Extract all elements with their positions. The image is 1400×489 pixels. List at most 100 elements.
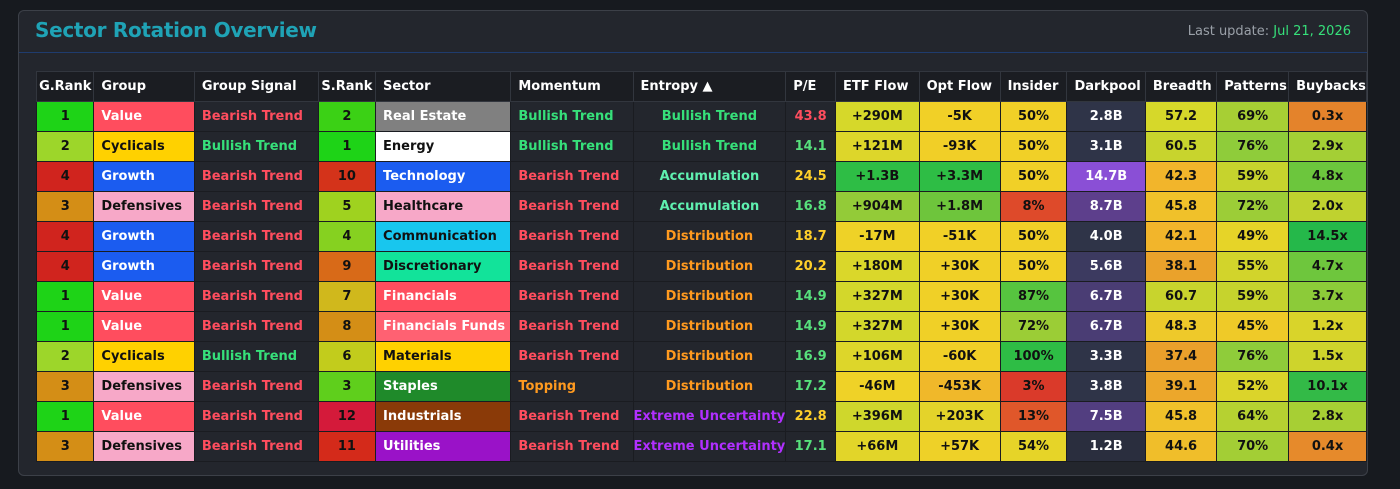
group-signal-cell: Bearish Trend (193, 251, 319, 282)
grank-cell: 3 (35, 191, 95, 222)
col-header-srank[interactable]: S.Rank (317, 71, 377, 102)
pe-cell: 17.2 (785, 371, 837, 402)
insider-cell: 72% (999, 311, 1068, 342)
table-row[interactable]: 1 Value Bearish Trend 8 Financials Funds Bear… (35, 311, 1367, 342)
darkpool-cell: 5.6B (1066, 251, 1146, 282)
insider-cell: 3% (999, 371, 1068, 402)
patterns-cell: 64% (1216, 401, 1290, 432)
darkpool-cell: 14.7B (1066, 161, 1146, 192)
pe-cell: 22.8 (785, 401, 837, 432)
srank-cell: 5 (317, 191, 377, 222)
table-row[interactable]: 3 Defensives Bearish Trend 3 Staples Topping D… (35, 371, 1367, 402)
insider-cell: 13% (999, 401, 1068, 432)
srank-cell: 8 (317, 311, 377, 342)
col-header-darkpool[interactable]: Darkpool (1066, 71, 1146, 102)
col-header-group-signal[interactable]: Group Signal (193, 71, 319, 102)
entropy-cell: Distribution (632, 341, 787, 372)
darkpool-cell: 7.5B (1066, 401, 1146, 432)
group-signal-cell: Bearish Trend (193, 281, 319, 312)
group-cell: Value (93, 401, 195, 432)
grank-cell: 4 (35, 221, 95, 252)
patterns-cell: 55% (1216, 251, 1290, 282)
breadth-cell: 60.5 (1144, 131, 1218, 162)
etf-flow-cell: +1.3B (835, 161, 920, 192)
last-update-label: Last update: (1187, 24, 1270, 39)
group-cell: Cyclicals (93, 131, 195, 162)
col-header-grank[interactable]: G.Rank (35, 71, 95, 102)
darkpool-cell: 8.7B (1066, 191, 1146, 222)
srank-cell: 9 (317, 251, 377, 282)
table-row[interactable]: 2 Cyclicals Bullish Trend 6 Materials Bearish… (35, 341, 1367, 372)
patterns-cell: 76% (1216, 341, 1290, 372)
patterns-cell: 59% (1216, 281, 1290, 312)
pe-cell: 18.7 (785, 221, 837, 252)
buybacks-cell: 0.4x (1288, 431, 1367, 462)
col-header-breadth[interactable]: Breadth (1144, 71, 1218, 102)
insider-cell: 50% (999, 131, 1068, 162)
group-signal-cell: Bearish Trend (193, 431, 319, 462)
entropy-cell: Distribution (632, 311, 787, 342)
pe-cell: 24.5 (785, 161, 837, 192)
insider-cell: 50% (999, 161, 1068, 192)
sector-cell: Healthcare (375, 191, 512, 222)
col-header-insider[interactable]: Insider (999, 71, 1068, 102)
col-header-etf-flow[interactable]: ETF Flow (835, 71, 920, 102)
group-cell: Defensives (93, 431, 195, 462)
entropy-cell: Distribution (632, 281, 787, 312)
entropy-cell: Extreme Uncertainty (632, 431, 787, 462)
momentum-cell: Bearish Trend (510, 281, 634, 312)
col-header-patterns[interactable]: Patterns (1216, 71, 1290, 102)
table-row[interactable]: 3 Defensives Bearish Trend 5 Healthcare Beari… (35, 191, 1367, 222)
col-header-buybacks[interactable]: Buybacks (1288, 71, 1367, 102)
col-header-group[interactable]: Group (93, 71, 195, 102)
breadth-cell: 42.3 (1144, 161, 1218, 192)
group-cell: Value (93, 281, 195, 312)
buybacks-cell: 14.5x (1288, 221, 1367, 252)
table-row[interactable]: 1 Value Bearish Trend 2 Real Estate Bullish T… (35, 101, 1367, 132)
momentum-cell: Topping (510, 371, 634, 402)
table-row[interactable]: 4 Growth Bearish Trend 4 Communication Bearis… (35, 221, 1367, 252)
momentum-cell: Bearish Trend (510, 251, 634, 282)
panel-header: Sector Rotation Overview Last update: Ju… (19, 11, 1367, 53)
grank-cell: 1 (35, 281, 95, 312)
col-header-pe[interactable]: P/E (785, 71, 837, 102)
table-row[interactable]: 1 Value Bearish Trend 7 Financials Bearish Tr… (35, 281, 1367, 312)
srank-cell: 7 (317, 281, 377, 312)
darkpool-cell: 3.1B (1066, 131, 1146, 162)
col-header-sector[interactable]: Sector (375, 71, 512, 102)
table-row[interactable]: 4 Growth Bearish Trend 9 Discretionary Bearis… (35, 251, 1367, 282)
grank-cell: 2 (35, 131, 95, 162)
sector-rotation-panel: Sector Rotation Overview Last update: Ju… (18, 10, 1368, 476)
etf-flow-cell: +396M (835, 401, 920, 432)
etf-flow-cell: +121M (835, 131, 920, 162)
pe-cell: 43.8 (785, 101, 837, 132)
grank-cell: 1 (35, 311, 95, 342)
opt-flow-cell: +3.3M (918, 161, 1001, 192)
col-header-entropy[interactable]: Entropy ▲ (632, 71, 787, 102)
table-row[interactable]: 2 Cyclicals Bullish Trend 1 Energy Bullish Tr… (35, 131, 1367, 162)
breadth-cell: 60.7 (1144, 281, 1218, 312)
momentum-cell: Bearish Trend (510, 161, 634, 192)
entropy-cell: Bullish Trend (632, 131, 787, 162)
last-update: Last update: Jul 21, 2026 (1188, 24, 1351, 39)
momentum-cell: Bullish Trend (510, 101, 634, 132)
patterns-cell: 49% (1216, 221, 1290, 252)
etf-flow-cell: -46M (835, 371, 920, 402)
col-header-opt-flow[interactable]: Opt Flow (918, 71, 1001, 102)
insider-cell: 50% (999, 251, 1068, 282)
table-row[interactable]: 4 Growth Bearish Trend 10 Technology Bearish … (35, 161, 1367, 192)
insider-cell: 54% (999, 431, 1068, 462)
buybacks-cell: 4.8x (1288, 161, 1367, 192)
grank-cell: 1 (35, 101, 95, 132)
table-row[interactable]: 1 Value Bearish Trend 12 Industrials Bearish … (35, 401, 1367, 432)
patterns-cell: 45% (1216, 311, 1290, 342)
darkpool-cell: 3.8B (1066, 371, 1146, 402)
etf-flow-cell: +327M (835, 311, 920, 342)
sector-cell: Materials (375, 341, 512, 372)
table-row[interactable]: 3 Defensives Bearish Trend 11 Utilities Beari… (35, 431, 1367, 462)
col-header-momentum[interactable]: Momentum (510, 71, 634, 102)
group-cell: Value (93, 311, 195, 342)
group-signal-cell: Bearish Trend (193, 311, 319, 342)
opt-flow-cell: +30K (918, 281, 1001, 312)
insider-cell: 100% (999, 341, 1068, 372)
